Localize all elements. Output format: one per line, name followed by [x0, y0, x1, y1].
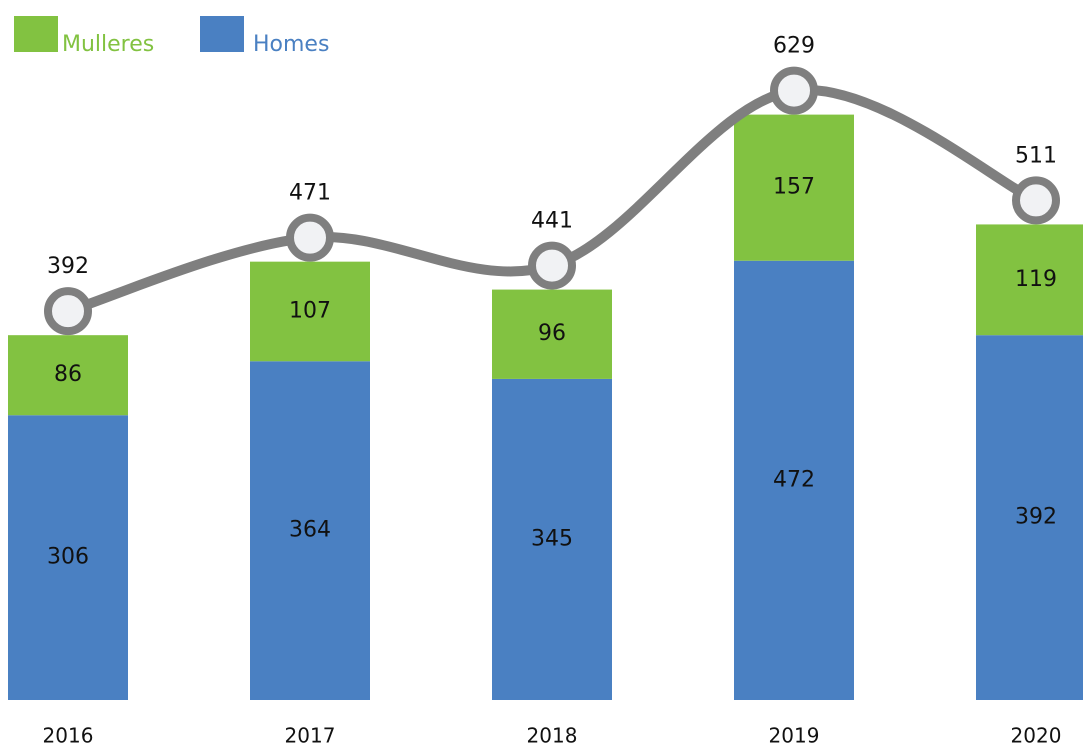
bar-segment	[492, 378, 612, 700]
bar-segment	[976, 224, 1083, 336]
value-label: 107	[289, 298, 331, 323]
value-label: 472	[773, 467, 815, 492]
bar-segment	[250, 261, 370, 362]
x-tick-label: 2016	[43, 724, 94, 747]
value-label: 119	[1015, 267, 1057, 292]
value-label: 364	[289, 518, 331, 543]
value-label: 392	[1015, 505, 1057, 530]
legend-swatch	[14, 16, 58, 52]
value-label: 96	[538, 321, 566, 346]
value-label: 306	[47, 545, 89, 570]
bar-segment	[8, 335, 128, 416]
x-tick-label: 2019	[769, 724, 820, 747]
x-tick-label: 2020	[1011, 724, 1062, 747]
total-marker	[1012, 176, 1060, 225]
total-label: 511	[1015, 143, 1057, 168]
value-label: 157	[773, 175, 815, 200]
bar-segment	[492, 289, 612, 379]
value-label: 86	[54, 362, 82, 387]
bar-segment	[734, 114, 854, 261]
legend-label: Mulleres	[62, 32, 154, 57]
legend-swatch	[200, 16, 244, 52]
total-label: 441	[531, 209, 573, 234]
total-marker	[770, 66, 818, 115]
total-marker	[528, 241, 576, 290]
bar-segment	[8, 415, 128, 700]
total-marker	[44, 287, 92, 336]
x-tick-label: 2018	[527, 724, 578, 747]
total-label: 392	[47, 254, 89, 279]
total-marker	[286, 213, 334, 262]
x-tick-label: 2017	[285, 724, 336, 747]
bar-segment	[250, 361, 370, 700]
bar-segment	[734, 260, 854, 700]
value-label: 345	[531, 526, 573, 551]
legend-label: Homes	[253, 32, 329, 57]
total-label: 629	[773, 34, 815, 59]
bar-segment	[976, 335, 1083, 700]
total-label: 471	[289, 181, 331, 206]
